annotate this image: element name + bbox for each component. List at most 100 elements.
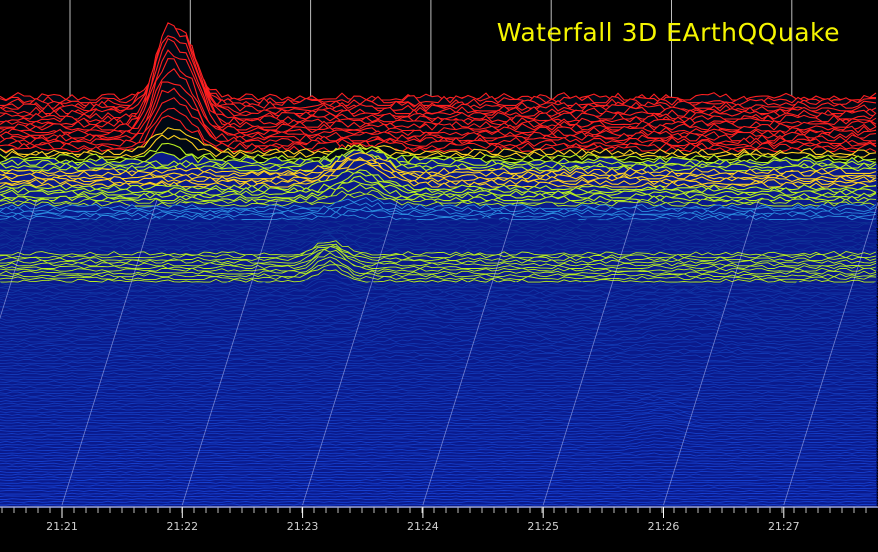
trace-line [0, 415, 877, 422]
trace-line [0, 366, 877, 370]
trace-line [0, 260, 877, 278]
trace-line [0, 495, 877, 498]
trace-line [0, 500, 877, 503]
trace-line [0, 437, 877, 443]
depth-gridline [663, 199, 759, 506]
trace-line [0, 487, 877, 490]
depth-gridline [181, 199, 278, 506]
trace-line [0, 357, 876, 362]
trace-line [0, 232, 877, 242]
trace-line [0, 369, 877, 373]
trace-line [0, 245, 877, 264]
trace-line [0, 97, 877, 147]
trace-line [0, 46, 876, 107]
trace-fill [0, 278, 878, 291]
trace-line [0, 81, 876, 142]
trace-line [0, 269, 877, 283]
trace-line [0, 169, 877, 191]
trace-line [0, 393, 877, 397]
trace-fill [0, 246, 878, 267]
trace-fill [0, 197, 878, 212]
trace-line [0, 296, 876, 305]
depth-gridline [302, 199, 398, 506]
trace-fill [0, 157, 878, 182]
trace-line [0, 456, 877, 460]
trace-line [0, 361, 877, 365]
trace-line [0, 230, 876, 240]
waterfall-traces [0, 22, 878, 508]
trace-line [0, 344, 877, 351]
depth-gridline [783, 201, 878, 506]
trace-line [0, 264, 877, 280]
depth-gridline [542, 199, 639, 506]
trace-line [0, 295, 877, 302]
trace-line [0, 217, 877, 223]
trace-line [0, 220, 877, 226]
trace-line [0, 409, 877, 416]
depth-gridline [61, 199, 158, 506]
trace-line [0, 311, 877, 324]
trace-line [0, 321, 877, 332]
trace-fill [0, 370, 878, 375]
trace-line [0, 492, 877, 495]
trace-fill [0, 190, 878, 207]
trace-line [0, 386, 877, 389]
x-axis: 21:21 21:22 21:23 21:24 21:25 21:26 21:27 [0, 506, 878, 533]
trace-line [0, 241, 877, 253]
trace-line [0, 156, 877, 180]
trace-line [0, 334, 877, 343]
trace-line [0, 412, 877, 419]
trace-line [0, 252, 877, 272]
trace-line [0, 277, 877, 289]
trace-line [0, 240, 877, 256]
trace-line [0, 273, 877, 286]
trace-line [0, 196, 877, 210]
trace-line [0, 375, 877, 378]
trace-fill [0, 498, 878, 503]
trace-line [0, 377, 877, 381]
trace-line [0, 396, 877, 400]
trace-line [0, 115, 877, 153]
trace-line [0, 430, 877, 438]
depth-gridline [422, 199, 519, 506]
trace-line [0, 407, 877, 414]
trace-fill [0, 202, 878, 215]
trace-line [0, 175, 877, 196]
trace-line [0, 481, 877, 484]
trace-line [0, 314, 877, 327]
trace-line [0, 341, 877, 348]
x-tick-label: 21:22 [166, 520, 198, 533]
trace-line [0, 427, 877, 435]
trace-line [0, 171, 877, 194]
trace-fill [0, 235, 878, 250]
trace-line [0, 127, 877, 156]
trace-line [0, 489, 876, 492]
trace-fill [0, 358, 878, 364]
trace-line [0, 473, 877, 476]
trace-line [0, 243, 877, 261]
trace-line [0, 256, 877, 275]
trace-line [0, 134, 877, 158]
trace-line [0, 227, 877, 234]
trace-line [0, 422, 877, 430]
trace-line [0, 405, 877, 411]
trace-line [0, 142, 877, 161]
trace-line [0, 159, 877, 185]
trace-line [0, 223, 877, 229]
trace-line [0, 364, 877, 367]
trace-fill [0, 238, 878, 253]
trace-line [0, 388, 877, 392]
trace-line [0, 398, 877, 403]
trace-line [0, 147, 877, 164]
trace-line [0, 449, 877, 454]
trace-line [0, 152, 877, 177]
trace-line [0, 148, 877, 166]
depth-gridline [0, 199, 38, 320]
x-tick-label: 21:26 [648, 520, 680, 533]
trace-line [0, 440, 877, 446]
trace-fill [0, 240, 878, 258]
trace-line [0, 459, 877, 462]
trace-line [0, 351, 877, 356]
trace-line [0, 420, 877, 427]
trace-fill [0, 143, 878, 163]
